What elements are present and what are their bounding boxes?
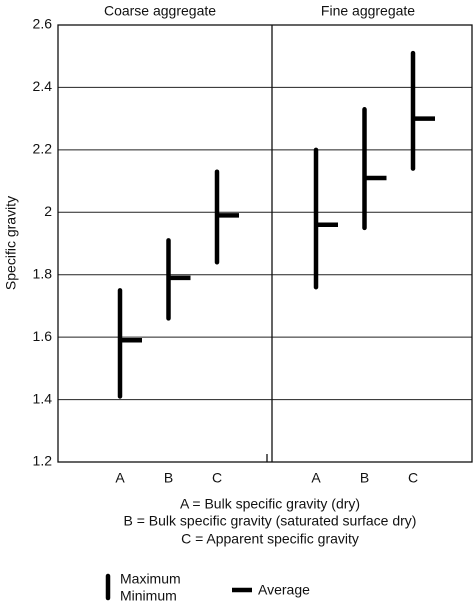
note: A = Bulk specific gravity (dry) <box>180 496 360 512</box>
x-tick-label: A <box>311 470 321 486</box>
y-tick-label: 2 <box>44 203 52 219</box>
y-tick-label: 1.6 <box>33 328 53 344</box>
x-tick-label: B <box>164 470 173 486</box>
y-tick-label: 2.6 <box>33 16 53 32</box>
y-tick-label: 2.4 <box>33 78 53 94</box>
y-tick-label: 2.2 <box>33 141 53 157</box>
y-tick-label: 1.8 <box>33 265 53 281</box>
plot-frame <box>57 24 473 463</box>
panel-title: Coarse aggregate <box>104 3 216 19</box>
x-tick-label: C <box>408 470 418 486</box>
legend-label: Maximum <box>120 571 181 587</box>
x-tick-label: A <box>115 470 125 486</box>
legend-label: Average <box>258 582 310 598</box>
x-tick-label: B <box>360 470 369 486</box>
y-tick-label: 1.4 <box>33 390 53 406</box>
panel-title: Fine aggregate <box>321 3 415 19</box>
legend-label: Minimum <box>120 588 177 604</box>
x-tick-label: C <box>212 470 222 486</box>
y-tick-label: 1.2 <box>33 453 53 469</box>
note: B = Bulk specific gravity (saturated sur… <box>124 513 417 529</box>
note: C = Apparent specific gravity <box>181 531 359 547</box>
y-axis-label: Specific gravity <box>3 196 19 290</box>
